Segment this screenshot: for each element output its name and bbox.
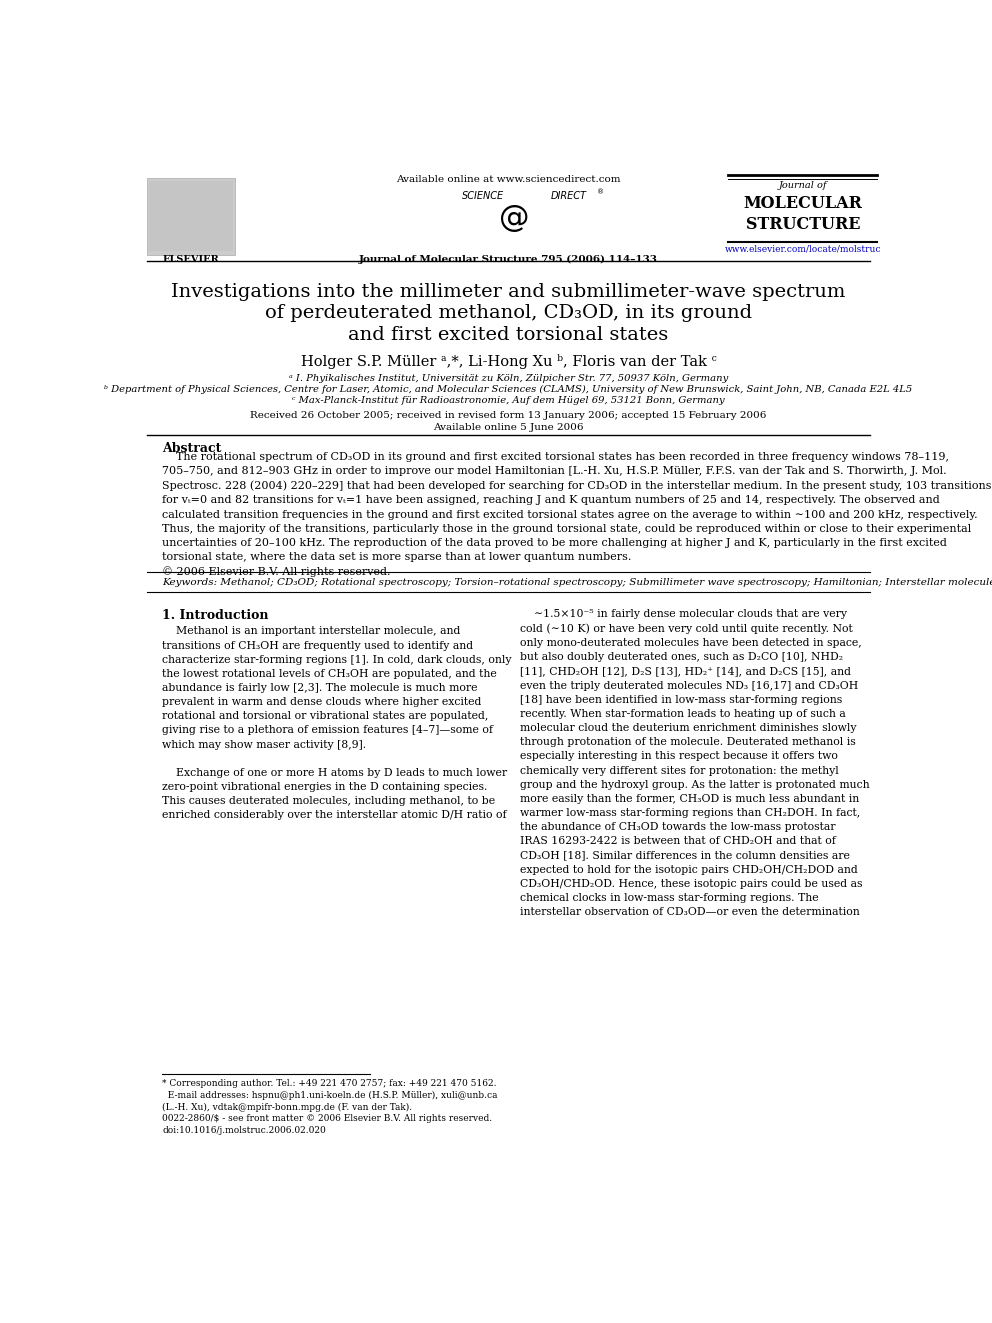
- Text: Holger S.P. Müller ᵃ,*, Li-Hong Xu ᵇ, Floris van der Tak ᶜ: Holger S.P. Müller ᵃ,*, Li-Hong Xu ᵇ, Fl…: [301, 355, 716, 369]
- Text: www.elsevier.com/locate/molstruc: www.elsevier.com/locate/molstruc: [724, 245, 881, 253]
- Text: DIRECT: DIRECT: [551, 192, 586, 201]
- Text: Received 26 October 2005; received in revised form 13 January 2006; accepted 15 : Received 26 October 2005; received in re…: [250, 411, 767, 421]
- Text: ∼1.5×10⁻⁵ in fairly dense molecular clouds that are very
cold (∼10 K) or have be: ∼1.5×10⁻⁵ in fairly dense molecular clou…: [520, 609, 870, 917]
- Text: 0022-2860/$ - see front matter © 2006 Elsevier B.V. All rights reserved.
doi:10.: 0022-2860/$ - see front matter © 2006 El…: [163, 1114, 493, 1135]
- Text: 1. Introduction: 1. Introduction: [163, 609, 269, 622]
- Text: ᵃ I. Phyikalisches Institut, Universität zu Köln, Zülpicher Str. 77, 50937 Köln,: ᵃ I. Phyikalisches Institut, Universität…: [289, 373, 728, 382]
- Text: ®: ®: [597, 189, 604, 196]
- Text: ELSEVIER: ELSEVIER: [163, 254, 219, 263]
- Text: Investigations into the millimeter and submillimeter-wave spectrum: Investigations into the millimeter and s…: [172, 283, 845, 302]
- Text: @: @: [499, 204, 530, 233]
- FancyBboxPatch shape: [150, 181, 233, 251]
- Text: ᵇ Department of Physical Sciences, Centre for Laser, Atomic, and Molecular Scien: ᵇ Department of Physical Sciences, Centr…: [104, 385, 913, 394]
- Text: Keywords: Methanol; CD₃OD; Rotational spectroscopy; Torsion–rotational spectrosc: Keywords: Methanol; CD₃OD; Rotational sp…: [163, 578, 992, 587]
- Text: ᶜ Max-Planck-Institut für Radioastronomie, Auf dem Hügel 69, 53121 Bonn, Germany: ᶜ Max-Planck-Institut für Radioastronomi…: [292, 396, 725, 405]
- FancyBboxPatch shape: [147, 179, 235, 254]
- Text: STRUCTURE: STRUCTURE: [746, 216, 860, 233]
- Text: The rotational spectrum of CD₃OD in its ground and first excited torsional state: The rotational spectrum of CD₃OD in its …: [163, 452, 992, 577]
- Text: Journal of: Journal of: [779, 181, 827, 191]
- Text: SCIENCE: SCIENCE: [462, 192, 504, 201]
- Text: Abstract: Abstract: [163, 442, 222, 455]
- Text: Methanol is an important interstellar molecule, and
transitions of CH₃OH are fre: Methanol is an important interstellar mo…: [163, 626, 512, 820]
- Text: and first excited torsional states: and first excited torsional states: [348, 325, 669, 344]
- Text: of perdeuterated methanol, CD₃OD, in its ground: of perdeuterated methanol, CD₃OD, in its…: [265, 304, 752, 323]
- Text: * Corresponding author. Tel.: +49 221 470 2757; fax: +49 221 470 5162.
  E-mail : * Corresponding author. Tel.: +49 221 47…: [163, 1078, 498, 1111]
- Text: Available online at www.sciencedirect.com: Available online at www.sciencedirect.co…: [396, 175, 621, 184]
- Text: MOLECULAR: MOLECULAR: [743, 196, 862, 213]
- Text: Journal of Molecular Structure 795 (2006) 114–133: Journal of Molecular Structure 795 (2006…: [359, 254, 658, 263]
- Text: Available online 5 June 2006: Available online 5 June 2006: [434, 422, 583, 431]
